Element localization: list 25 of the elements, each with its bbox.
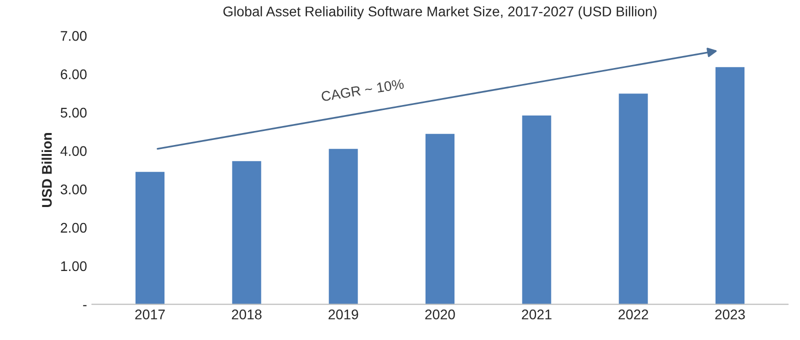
- y-tick-label: 1.00: [61, 261, 87, 272]
- y-tick-label: 6.00: [60, 69, 87, 80]
- y-tick-label: 7.00: [60, 31, 87, 41]
- y-tick-label: 4.00: [60, 146, 87, 156]
- annotation: CAGR ~ 10%: [321, 78, 404, 102]
- bar: [618, 94, 648, 304]
- x-tick-label: 2018: [232, 310, 262, 320]
- x-tick-label: 2022: [618, 310, 648, 320]
- x-tick-label: 2023: [715, 310, 745, 320]
- chart-title: Global Asset Reliability Software Market Size, 2017-2027 (USD Billion): [223, 6, 656, 20]
- bar: [716, 67, 744, 304]
- y-axis-title: USD Billion: [42, 133, 52, 207]
- bar: [232, 161, 262, 304]
- bar: [328, 148, 358, 304]
- x-tick-label: 2020: [425, 310, 455, 320]
- bar: [522, 116, 552, 304]
- y-tick-label: 3.00: [60, 184, 87, 194]
- x-tick-label: 2017: [135, 310, 165, 320]
- y-tick-label: 5.00: [60, 108, 87, 118]
- y-tick-label: -: [83, 305, 87, 306]
- bar: [426, 134, 454, 304]
- y-tick-label: 2.00: [60, 222, 87, 233]
- x-tick-label: 2019: [328, 310, 358, 320]
- bar: [136, 172, 164, 304]
- x-tick-label: 2021: [522, 310, 552, 320]
